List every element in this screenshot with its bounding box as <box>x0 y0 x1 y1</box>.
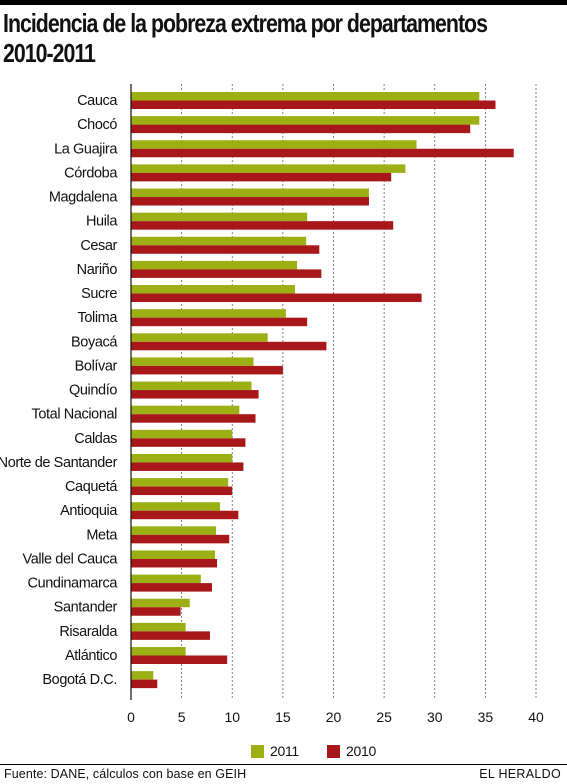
footer-rule <box>0 764 567 765</box>
bar-2010 <box>131 486 233 496</box>
bar-2010 <box>131 245 320 254</box>
bar-2010 <box>131 341 327 351</box>
bar-2010 <box>131 438 246 447</box>
bar-2011 <box>131 285 296 294</box>
category-label: Nariño <box>77 262 118 278</box>
chart-title: Incidencia de la pobreza extrema por dep… <box>3 8 561 68</box>
bar-2010 <box>131 583 212 592</box>
bar-2010 <box>131 100 496 109</box>
bar-2011 <box>131 598 190 608</box>
bar-2011 <box>131 357 254 366</box>
category-label: Cesar <box>80 238 117 254</box>
bar-2011 <box>131 671 154 680</box>
bar-2010 <box>131 462 244 471</box>
bar-2010 <box>131 197 369 206</box>
category-label: Risaralda <box>59 624 118 640</box>
bar-2011 <box>131 260 298 270</box>
bar-2010 <box>131 534 230 544</box>
bar-2010 <box>131 679 158 689</box>
bar-2010 <box>131 317 308 327</box>
legend-label-2010: 2010 <box>346 743 376 759</box>
legend-swatch-2011 <box>251 745 264 758</box>
bar-chart: Cauca Chocó La Guajira Córdoba Magdalena Huil… <box>0 84 544 725</box>
bar-2011 <box>131 646 186 656</box>
bar-2011 <box>131 502 221 511</box>
bar-2011 <box>131 429 233 439</box>
x-tick-label: 0 <box>127 709 135 725</box>
bar-2010 <box>131 365 283 375</box>
bar-2011 <box>131 478 229 487</box>
category-label: Huila <box>86 214 118 230</box>
bar-2010 <box>131 293 422 303</box>
bar-2010 <box>131 558 218 568</box>
publisher-name: EL HERALDO <box>479 767 561 781</box>
x-tick-label: 35 <box>478 709 494 725</box>
x-tick-label: 15 <box>275 709 291 725</box>
category-label: Antioquia <box>60 503 118 519</box>
top-rule <box>0 0 567 5</box>
category-label: Caldas <box>74 431 117 447</box>
bar-2011 <box>131 188 369 198</box>
category-label: Córdoba <box>64 165 118 181</box>
category-label: Cundinamarca <box>28 576 119 592</box>
bar-2010 <box>131 148 514 158</box>
bar-2010 <box>131 269 322 278</box>
bar-2010 <box>131 607 181 616</box>
category-label: Norte de Santander <box>0 455 118 471</box>
category-label: Valle del Cauca <box>23 551 119 567</box>
bar-2010 <box>131 172 392 182</box>
legend-swatch-2010 <box>327 745 340 758</box>
category-label: Tolima <box>78 310 119 326</box>
x-tick-label: 25 <box>376 709 392 725</box>
category-label: Total Nacional <box>32 407 118 423</box>
bar-2011 <box>131 453 233 463</box>
legend-label-2011: 2011 <box>270 743 299 759</box>
category-label: Atlántico <box>65 648 117 664</box>
title-line-1: Incidencia de la pobreza extrema por dep… <box>3 8 488 38</box>
title-line-2: 2010-2011 <box>3 38 96 68</box>
category-label: Bolívar <box>75 358 118 374</box>
bar-2011 <box>131 333 268 342</box>
x-tick-label: 30 <box>427 709 443 725</box>
x-tick-label: 10 <box>224 709 240 725</box>
bar-2011 <box>131 550 216 559</box>
category-label: La Guajira <box>54 141 118 157</box>
source-note: Fuente: DANE, cálculos con base en GEIH <box>4 767 247 781</box>
bar-2011 <box>131 116 480 125</box>
bar-2011 <box>131 140 417 149</box>
bar-2010 <box>131 655 228 664</box>
category-label: Cauca <box>77 93 118 109</box>
category-label: Bogotá D.C. <box>42 672 117 688</box>
bar-2011 <box>131 574 201 584</box>
category-label: Magdalena <box>49 190 118 206</box>
category-label: Caquetá <box>65 479 118 495</box>
bar-2011 <box>131 622 186 632</box>
bar-2010 <box>131 631 210 640</box>
bar-2011 <box>131 236 307 246</box>
x-tick-label: 20 <box>326 709 342 725</box>
category-label: Boyacá <box>71 334 118 350</box>
x-tick-label: 5 <box>178 709 186 725</box>
bar-2011 <box>131 381 252 391</box>
bar-2011 <box>131 92 480 101</box>
bar-2010 <box>131 390 259 399</box>
category-label: Sucre <box>81 286 117 302</box>
bar-2011 <box>131 526 217 535</box>
bar-2010 <box>131 510 239 520</box>
bar-2011 <box>131 405 240 415</box>
bar-2011 <box>131 164 406 173</box>
x-tick-label: 40 <box>528 709 544 725</box>
bar-2011 <box>131 309 286 318</box>
bar-2010 <box>131 221 394 230</box>
category-label: Santander <box>54 600 118 616</box>
category-label: Meta <box>86 527 118 543</box>
bar-2010 <box>131 414 256 423</box>
legend: 2011 2010 <box>0 741 567 761</box>
category-label: Quindío <box>69 383 117 399</box>
category-label: Chocó <box>77 117 117 133</box>
bar-2011 <box>131 212 308 222</box>
bar-2010 <box>131 124 471 134</box>
